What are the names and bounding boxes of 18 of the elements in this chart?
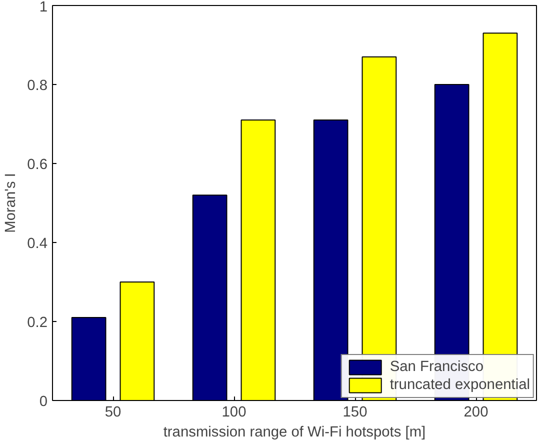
x-tick-label: 50 bbox=[104, 404, 122, 420]
y-tick-label: 1 bbox=[39, 0, 48, 16]
legend-label: truncated exponential bbox=[390, 377, 530, 393]
bar bbox=[120, 282, 155, 400]
x-axis-title: transmission range of Wi-Fi hotspots [m] bbox=[163, 424, 426, 440]
y-tick-label: 0 bbox=[39, 394, 48, 410]
y-tick-label: 0.8 bbox=[27, 78, 48, 94]
legend-label: San Francisco bbox=[390, 359, 484, 375]
bar bbox=[192, 194, 228, 400]
y-tick-label: 0.4 bbox=[27, 236, 48, 252]
y-axis-title: Moran's I bbox=[3, 173, 20, 233]
x-tick-label: 200 bbox=[464, 404, 488, 420]
y-tick-label: 0.6 bbox=[27, 157, 48, 173]
x-tick-label: 150 bbox=[342, 404, 368, 420]
bar bbox=[71, 317, 106, 400]
y-tick-label: 0.2 bbox=[27, 315, 48, 331]
bar bbox=[240, 120, 276, 400]
x-tick-label: 100 bbox=[222, 404, 246, 420]
